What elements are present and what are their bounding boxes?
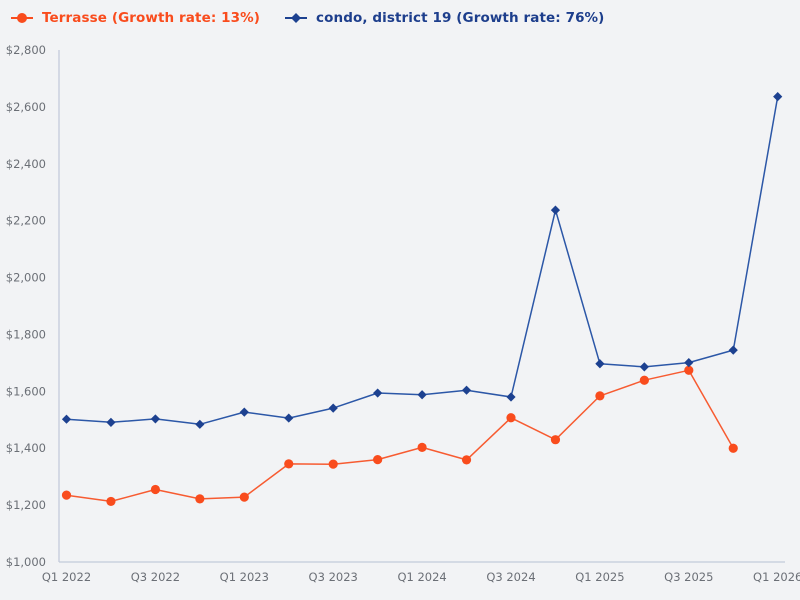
data-point (106, 496, 116, 507)
data-point (239, 407, 249, 417)
data-point (595, 359, 605, 369)
series-line (65, 369, 735, 503)
legend-item-terrasse[interactable]: Terrasse (Growth rate: 13%) (10, 10, 260, 26)
y-tick-label: $1,400 (6, 441, 46, 455)
data-point (328, 403, 338, 413)
y-tick-label: $2,800 (6, 43, 46, 57)
data-point (595, 391, 605, 401)
x-tick-label: Q3 2023 (309, 570, 358, 584)
legend-label-terrasse: Terrasse (Growth rate: 13%) (42, 10, 261, 26)
y-tick-label: $2,400 (6, 157, 46, 171)
data-point (728, 345, 738, 355)
data-point (773, 92, 783, 102)
diamond-marker-icon (285, 13, 308, 23)
x-tick-label: Q1 2022 (42, 570, 91, 584)
data-point (550, 205, 561, 215)
x-tick-label: Q1 2025 (575, 570, 624, 584)
x-axis-tick-labels: Q1 2022 Q3 2022 Q1 2023 Q3 2023 Q1 2024 Q3 20… (42, 570, 800, 584)
data-point (461, 385, 472, 395)
legend-label-condo: condo, district 19 (Growth rate: 76%) (316, 10, 605, 26)
x-tick-label: Q3 2025 (664, 570, 713, 584)
y-tick-label: $1,800 (6, 327, 46, 341)
data-point (239, 492, 249, 502)
data-point (417, 442, 427, 452)
x-tick-label: Q1 2026 (753, 570, 800, 584)
series-line (65, 95, 779, 426)
data-point (639, 375, 649, 385)
series-condo-district-19 (61, 92, 783, 429)
data-point (150, 414, 160, 424)
data-point (550, 435, 561, 445)
legend-item-condo[interactable]: condo, district 19 (Growth rate: 76%) (284, 10, 604, 26)
y-tick-label: $2,600 (6, 100, 46, 114)
data-point (417, 390, 427, 400)
data-point (506, 413, 516, 423)
circle-marker-icon (11, 13, 33, 23)
data-point (61, 490, 72, 500)
data-point (639, 362, 649, 372)
data-point (728, 443, 738, 453)
y-tick-label: $1,200 (6, 498, 46, 512)
y-tick-label: $1,600 (6, 384, 46, 398)
data-point (195, 494, 205, 504)
data-point (684, 365, 694, 375)
x-tick-label: Q3 2022 (131, 570, 180, 584)
data-point (373, 388, 383, 398)
data-point (61, 414, 72, 424)
y-tick-label: $2,200 (6, 214, 46, 228)
data-point (106, 417, 116, 427)
data-point (328, 459, 338, 469)
y-axis-tick-labels: $1,000 $1,200 $1,400 $1,600 $1,800 $2,000 $2,2… (6, 43, 46, 569)
data-point (195, 419, 205, 429)
data-point (284, 413, 294, 423)
data-point (373, 455, 383, 465)
data-point (461, 455, 472, 465)
x-tick-label: Q3 2024 (486, 570, 535, 584)
data-point (150, 484, 160, 495)
data-point (284, 459, 294, 469)
chart-legend: Terrasse (Growth rate: 13%) condo, distr… (10, 8, 604, 28)
x-tick-label: Q1 2023 (220, 570, 269, 584)
x-tick-label: Q1 2024 (397, 570, 446, 584)
y-tick-label: $2,000 (6, 271, 46, 285)
data-point (506, 392, 516, 402)
series-terrasse (61, 365, 738, 507)
axis-lines (58, 50, 785, 563)
data-point (684, 358, 694, 368)
y-tick-label: $1,000 (6, 555, 46, 569)
